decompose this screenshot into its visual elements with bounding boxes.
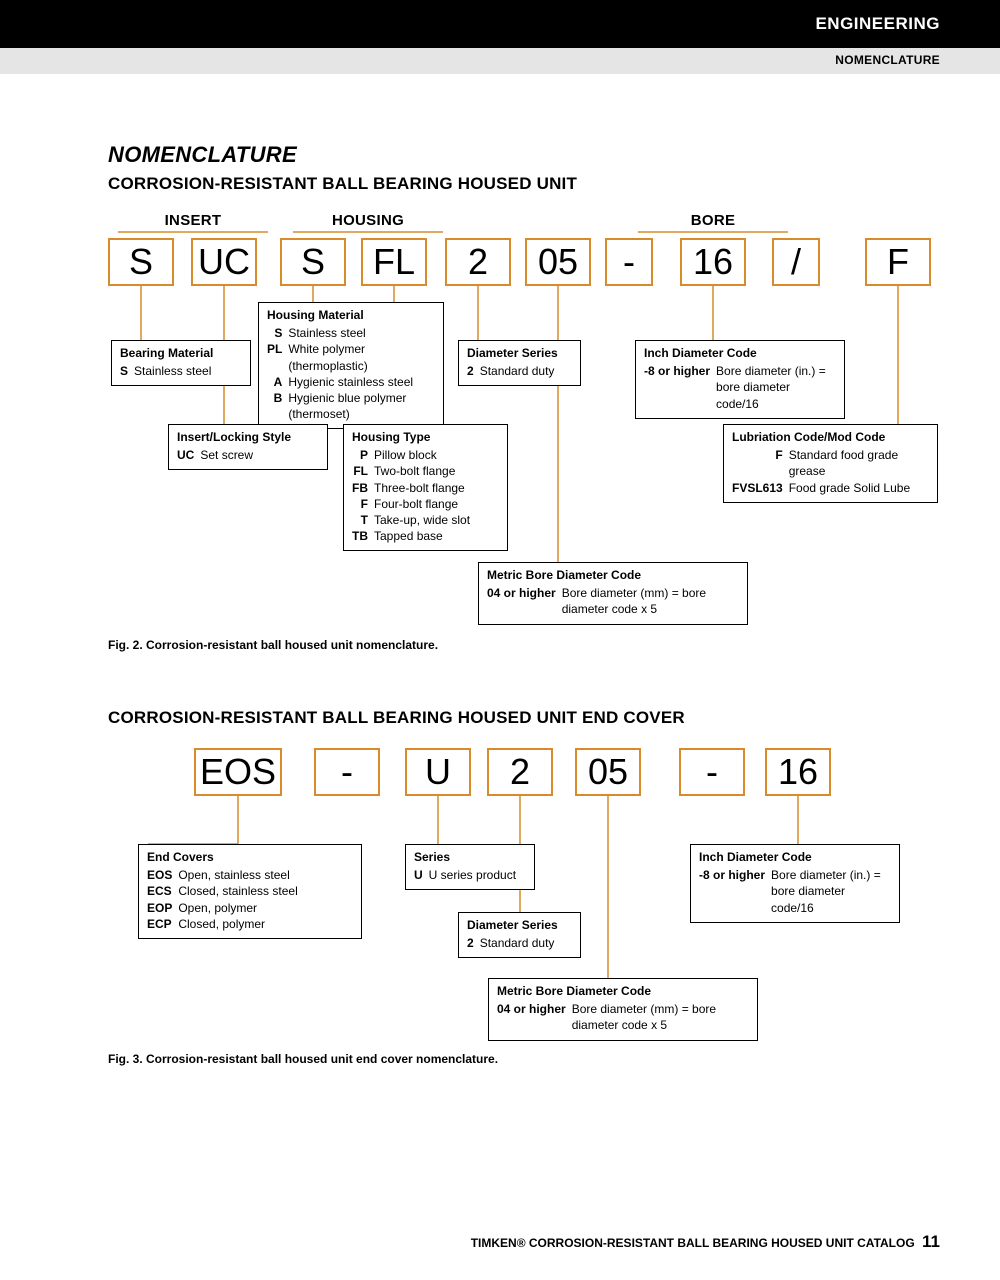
- group-label-housing: HOUSING: [293, 212, 443, 229]
- page-title: NOMENCLATURE: [108, 142, 940, 168]
- legend-insert-locking: Insert/Locking Style UCSet screw: [168, 424, 328, 470]
- code2-dash1: -: [314, 748, 380, 796]
- header-black-bar: ENGINEERING: [0, 0, 1000, 48]
- code-2: 2: [445, 238, 511, 286]
- code-uc: UC: [191, 238, 257, 286]
- legend2-series: Series UU series product: [405, 844, 535, 890]
- code2-2: 2: [487, 748, 553, 796]
- code-fl: FL: [361, 238, 427, 286]
- header-gray-bar: NOMENCLATURE: [0, 48, 1000, 74]
- code-s1: S: [108, 238, 174, 286]
- code-f: F: [865, 238, 931, 286]
- footer-page-number: 11: [922, 1232, 940, 1251]
- legend2-diameter-series: Diameter Series 2Standard duty: [458, 912, 581, 958]
- legend-inch-diameter: Inch Diameter Code -8 or higherBore diam…: [635, 340, 845, 419]
- legend-housing-type: Housing Type PPillow block FLTwo-bolt fl…: [343, 424, 508, 551]
- code2-u: U: [405, 748, 471, 796]
- legend-housing-material: Housing Material SStainless steel PLWhit…: [258, 302, 444, 429]
- code2-eos: EOS: [194, 748, 282, 796]
- legend2-metric-bore: Metric Bore Diameter Code 04 or higherBo…: [488, 978, 758, 1041]
- diagram1-heading: CORROSION-RESISTANT BALL BEARING HOUSED …: [108, 174, 940, 194]
- footer-catalog-name: TIMKEN® CORROSION-RESISTANT BALL BEARING…: [471, 1236, 915, 1250]
- legend-diameter-series: Diameter Series 2Standard duty: [458, 340, 581, 386]
- code-05: 05: [525, 238, 591, 286]
- code-dash: -: [605, 238, 653, 286]
- page-footer: TIMKEN® CORROSION-RESISTANT BALL BEARING…: [471, 1232, 940, 1252]
- code-16: 16: [680, 238, 746, 286]
- code-slash: /: [772, 238, 820, 286]
- legend-metric-bore: Metric Bore Diameter Code 04 or higherBo…: [478, 562, 748, 625]
- group-label-insert: INSERT: [118, 212, 268, 229]
- legend-bearing-material: Bearing Material SStainless steel: [111, 340, 251, 386]
- code2-dash2: -: [679, 748, 745, 796]
- diagram-1: INSERT HOUSING BORE S UC S FL 2 05 - 16 …: [108, 214, 940, 694]
- code-s2: S: [280, 238, 346, 286]
- legend-lube-code: Lubriation Code/Mod Code FStandard food …: [723, 424, 938, 503]
- code2-05: 05: [575, 748, 641, 796]
- diagram-2: EOS - U 2 05 - 16 End Covers EOSOpen, st…: [108, 748, 940, 1088]
- diagram2-heading: CORROSION-RESISTANT BALL BEARING HOUSED …: [108, 708, 940, 728]
- header-section: ENGINEERING: [815, 14, 940, 34]
- header-subsection: NOMENCLATURE: [835, 53, 940, 67]
- code2-16: 16: [765, 748, 831, 796]
- legend2-inch-diameter: Inch Diameter Code -8 or higherBore diam…: [690, 844, 900, 923]
- group-label-bore: BORE: [638, 212, 788, 229]
- legend2-end-covers: End Covers EOSOpen, stainless steel ECSC…: [138, 844, 362, 939]
